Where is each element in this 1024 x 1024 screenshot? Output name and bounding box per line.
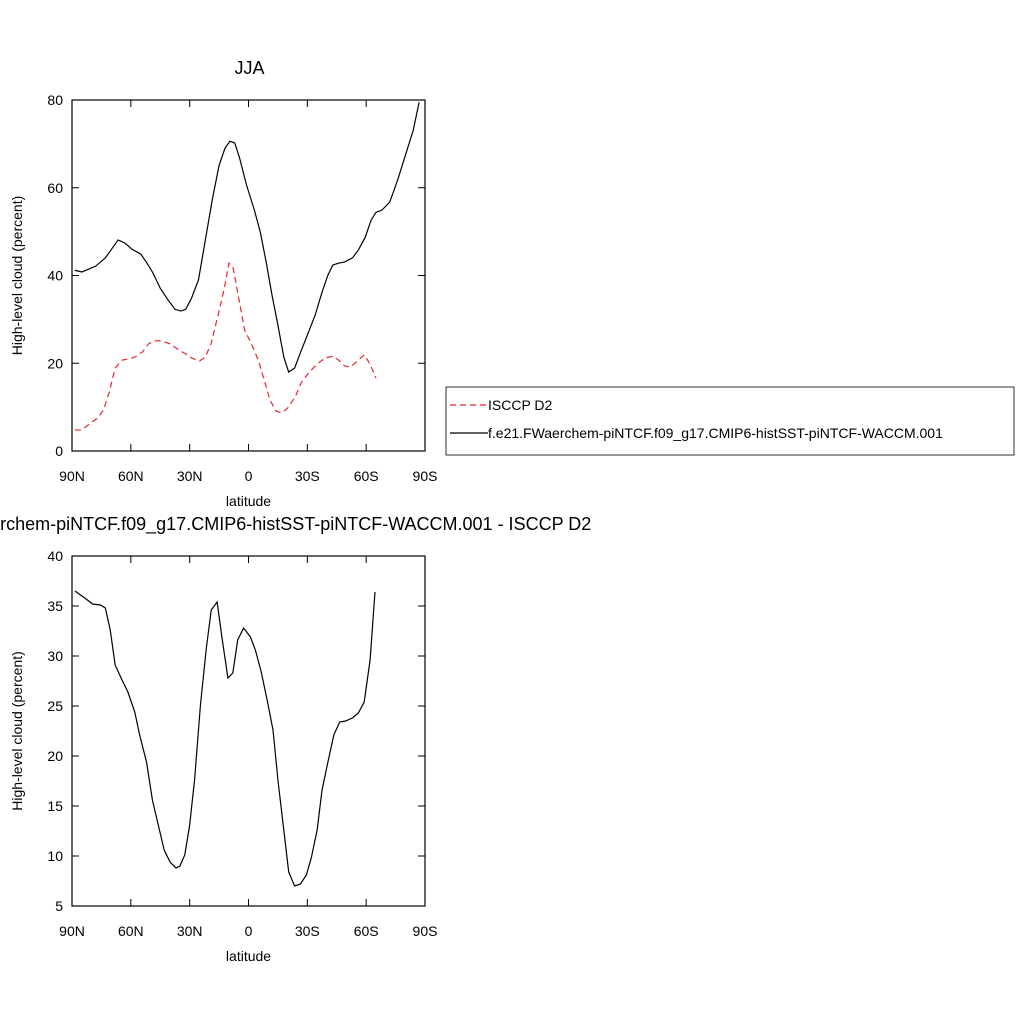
data-line [74, 262, 377, 431]
y-tick-label: 80 [47, 92, 63, 108]
x-tick-label: 90N [59, 923, 85, 939]
x-tick-label: 60N [118, 468, 144, 484]
x-tick-label: 60N [118, 923, 144, 939]
y-tick-label: 30 [47, 648, 63, 664]
y-axis-label: High-level cloud (percent) [9, 196, 25, 356]
y-tick-label: 20 [47, 748, 63, 764]
x-tick-label: 90S [413, 923, 438, 939]
y-axis-label: High-level cloud (percent) [9, 651, 25, 811]
x-tick-label: 60S [354, 923, 379, 939]
plot-frame [71, 99, 426, 452]
x-axis-label: latitude [226, 493, 271, 509]
legend-label: f.e21.FWaerchem-piNTCF.f09_g17.CMIP6-his… [488, 425, 943, 441]
data-line [74, 102, 420, 373]
x-tick-label: 60S [354, 468, 379, 484]
chart-title: f.e21.FWaerchem-piNTCF.f09_g17.CMIP6-his… [0, 514, 591, 535]
y-tick-label: 60 [47, 180, 63, 196]
x-tick-label: 30S [295, 923, 320, 939]
chart-title: JJA [234, 58, 264, 78]
x-tick-label: 0 [245, 468, 253, 484]
x-axis-label: latitude [226, 948, 271, 964]
y-tick-label: 40 [47, 268, 63, 284]
legend-label: ISCCP D2 [488, 397, 553, 413]
y-tick-label: 0 [55, 443, 63, 459]
y-tick-label: 15 [47, 798, 63, 814]
y-tick-label: 10 [47, 848, 63, 864]
x-tick-label: 0 [245, 923, 253, 939]
plot-frame [71, 555, 426, 907]
y-tick-label: 25 [47, 698, 63, 714]
x-tick-label: 90N [59, 468, 85, 484]
y-tick-label: 5 [55, 898, 63, 914]
x-tick-label: 30N [177, 468, 203, 484]
x-tick-label: 90S [413, 468, 438, 484]
data-line [74, 590, 376, 887]
x-tick-label: 30S [295, 468, 320, 484]
legend-box [445, 386, 1015, 456]
x-tick-label: 30N [177, 923, 203, 939]
y-tick-label: 40 [47, 548, 63, 564]
y-tick-label: 35 [47, 598, 63, 614]
y-tick-label: 20 [47, 355, 63, 371]
